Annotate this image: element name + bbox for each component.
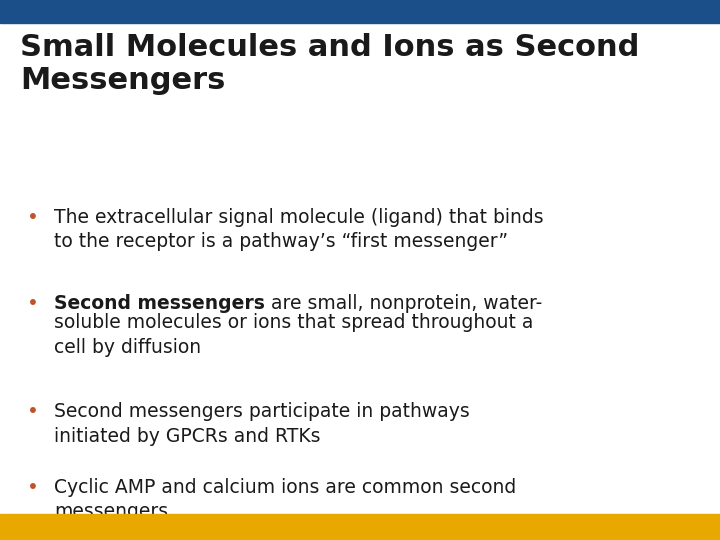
Text: •: • [27,478,39,497]
Text: soluble molecules or ions that spread throughout a
cell by diffusion: soluble molecules or ions that spread th… [54,313,534,357]
Bar [0,514,720,540]
Text: •: • [27,402,39,421]
Text: Second messengers: Second messengers [54,294,265,313]
Text: © 2011 Pearson Education, Inc.: © 2011 Pearson Education, Inc. [13,522,179,532]
Text: The extracellular signal molecule (ligand) that binds
to the receptor is a pathw: The extracellular signal molecule (ligan… [54,208,544,251]
Bar [0,0,720,23]
Text: •: • [27,208,39,227]
Text: Second messengers participate in pathways
initiated by GPCRs and RTKs: Second messengers participate in pathway… [54,402,469,446]
Text: Small Molecules and Ions as Second
Messengers: Small Molecules and Ions as Second Messe… [20,33,639,95]
Text: •: • [27,294,39,313]
Text: Cyclic AMP and calcium ions are common second
messengers: Cyclic AMP and calcium ions are common s… [54,478,516,521]
Text: are small, nonprotein, water-: are small, nonprotein, water- [265,294,542,313]
